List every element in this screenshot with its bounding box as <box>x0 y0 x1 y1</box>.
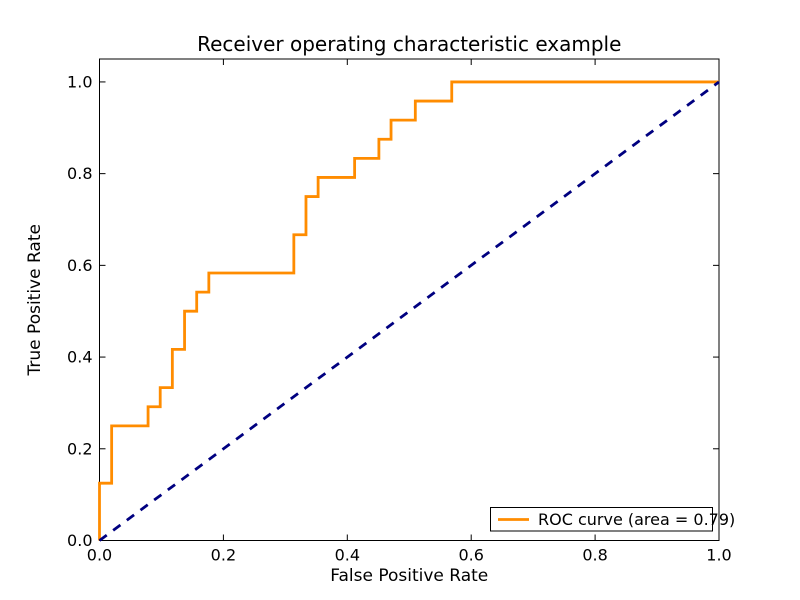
y-axis-label: True Positive Rate <box>25 224 45 376</box>
chart-title: Receiver operating characteristic exampl… <box>197 32 621 56</box>
legend-box <box>490 507 713 532</box>
y-tick-label: 0.2 <box>67 439 92 458</box>
x-tick-label: 0.8 <box>582 546 607 565</box>
axes-frame <box>99 58 720 541</box>
y-tick-label: 0.6 <box>67 256 92 275</box>
legend-label: ROC curve (area = 0.79) <box>538 510 735 529</box>
x-tick-label: 0.0 <box>87 546 112 565</box>
y-tick-label: 0.4 <box>67 348 92 367</box>
x-tick-label: 0.2 <box>211 546 236 565</box>
x-axis-ticks: 0.0 0.2 0.4 0.6 0.8 1.0 <box>87 59 732 565</box>
x-axis-label: False Positive Rate <box>330 566 488 586</box>
x-tick-label: 0.6 <box>458 546 483 565</box>
y-tick-label: 0.0 <box>67 531 92 550</box>
y-axis-ticks: 0.0 0.2 0.4 0.6 0.8 1.0 <box>67 72 719 550</box>
legend: ROC curve (area = 0.79) <box>490 507 735 532</box>
y-tick-label: 1.0 <box>67 72 92 91</box>
y-tick-label: 0.8 <box>67 164 92 183</box>
series-lines <box>98 80 720 542</box>
plot-frame <box>99 58 720 541</box>
roc-curve-line <box>98 80 719 541</box>
x-tick-label: 1.0 <box>706 546 731 565</box>
x-tick-label: 0.4 <box>335 546 360 565</box>
